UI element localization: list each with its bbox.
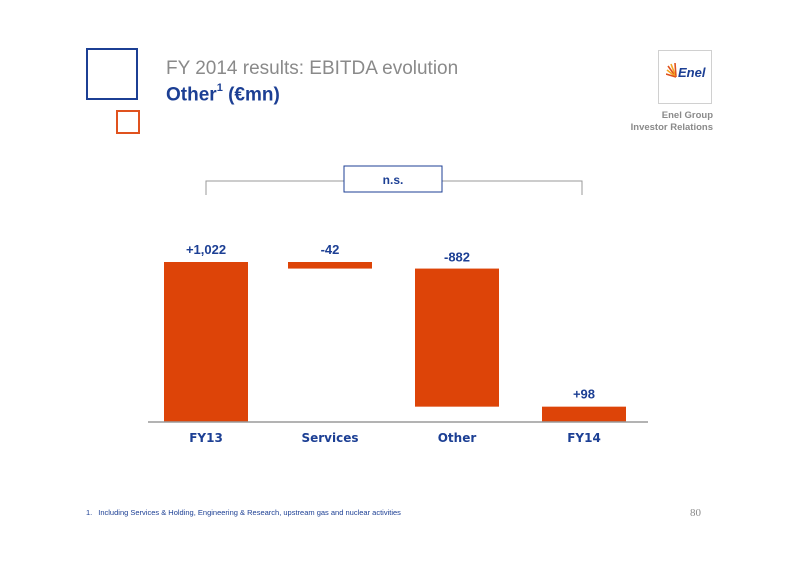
page-title: FY 2014 results: EBITDA evolution: [166, 58, 459, 79]
bracket-label-box: [343, 165, 443, 193]
decorative-square-large: [86, 48, 138, 100]
x-label-fy14: FY14: [567, 431, 601, 445]
enel-logo: Enel: [658, 50, 712, 104]
subtitle-unit: (€mn): [228, 84, 280, 106]
subtitle-text: Other: [166, 84, 217, 106]
data-label-fy13: +1,022: [186, 242, 226, 257]
data-label-other: -882: [444, 250, 470, 265]
footnote-marker: 1.: [86, 508, 93, 517]
x-label-services: Services: [301, 431, 358, 445]
footnote: 1. Including Services & Holding, Engineer…: [86, 508, 401, 517]
bracket-line: [205, 180, 344, 195]
data-label-services: -42: [321, 242, 340, 257]
chart-bars: +1,022 -42 -882 +98: [164, 242, 626, 422]
decorative-square-small: [116, 110, 140, 134]
x-label-other: Other: [438, 431, 477, 445]
subtitle-footnote-ref: 1: [216, 82, 223, 94]
ns-bracket: n.s.: [205, 165, 583, 195]
bracket-label: n.s.: [383, 173, 404, 187]
bracket-line-right: [442, 180, 583, 195]
page-subtitle: Other1 (€mn): [166, 82, 280, 106]
chart-x-labels: FY13 Services Other FY14: [189, 431, 601, 445]
bar-other: [415, 268, 499, 407]
page-number: 80: [690, 507, 701, 519]
enel-rays-icon: [666, 63, 677, 78]
bar-services: [288, 262, 372, 269]
x-label-fy13: FY13: [189, 431, 223, 445]
bar-fy14: [542, 406, 626, 422]
enel-logo-text: Enel: [678, 65, 706, 80]
footnote-text: Including Services & Holding, Engineerin…: [98, 508, 401, 517]
data-label-fy14: +98: [573, 387, 595, 402]
bar-fy13: [164, 262, 248, 422]
group-name: Enel Group: [661, 110, 713, 121]
group-department: Investor Relations: [630, 122, 713, 133]
group-label: Enel Group Investor Relations: [631, 110, 713, 134]
